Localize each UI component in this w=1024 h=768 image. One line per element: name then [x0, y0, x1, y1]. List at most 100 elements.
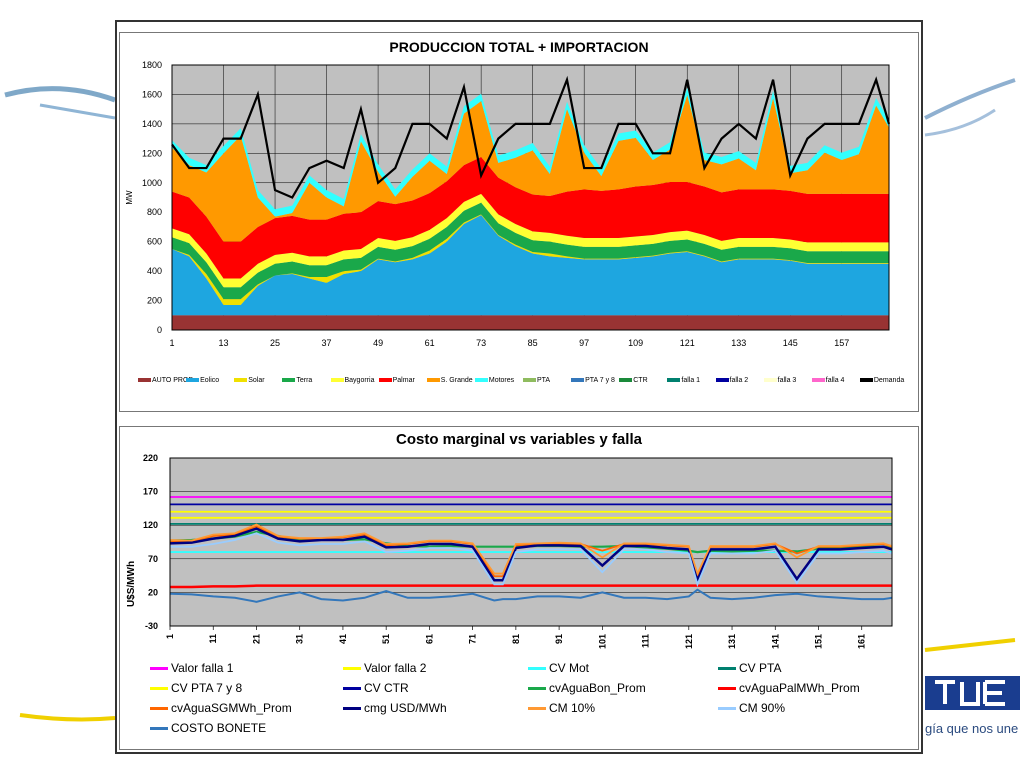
y-tick-label: 400 [147, 266, 162, 276]
legend-label: CM 10% [549, 701, 596, 715]
legend-label: CTR [633, 377, 648, 384]
production-chart-panel: PRODUCCION TOTAL + IMPORTACION 0 200 400 60… [119, 32, 919, 412]
area-palmar [172, 157, 889, 279]
legend-swatch [234, 378, 248, 383]
legend-item-falla-3: falla 3 [763, 377, 797, 384]
legend-swatch [282, 378, 296, 383]
legend-item-solar: Solar [234, 377, 265, 384]
legend-swatch [619, 378, 633, 383]
line-demanda [171, 75, 891, 199]
y-tick-label: -30 [145, 621, 158, 631]
legend-swatch [150, 687, 168, 691]
area-series-group [172, 87, 889, 330]
right-yellow-swoosh [924, 638, 1016, 652]
legend-label: CV PTA 7 y 8 [171, 681, 243, 695]
legend-swatch [763, 378, 777, 383]
left-swoosh-2 [39, 103, 116, 120]
legend-item-pta: PTA [523, 377, 550, 384]
y-tick-label: 1200 [142, 148, 162, 158]
x-tick-label: 133 [731, 338, 746, 348]
legend-label: cvAguaPalMWh_Prom [739, 681, 860, 695]
legend-label: falla 3 [777, 377, 797, 384]
x-tick-label: 121 [684, 634, 694, 649]
legend-item-valor-falla-2: Valor falla 2 [343, 661, 426, 675]
x-tick-label: 161 [857, 634, 867, 649]
production-chart-svg: 0 200 400 600 800 1000 1200 1400 1600 1800 1 13 25 37… [125, 60, 891, 348]
legend-label: PTA 7 y 8 [585, 377, 615, 384]
legend-item-pta-7-y-8: PTA 7 y 8 [571, 377, 615, 384]
legend-swatch [474, 378, 488, 383]
x-tick-label: 1 [165, 634, 175, 639]
legend-swatch [378, 378, 392, 383]
y-tick-label: 800 [147, 207, 162, 217]
legend-swatch [859, 378, 873, 383]
line-cmg-usd-mwh [169, 527, 893, 585]
legend-item-cv-pta: CV PTA [718, 661, 781, 675]
y-tick-label: 70 [148, 554, 158, 564]
y-axis-label: MW [125, 190, 134, 205]
legend-label: CV Mot [549, 661, 590, 675]
x-tick-label: 41 [338, 634, 348, 644]
logo-letters [935, 680, 1005, 706]
x-tick-label: 25 [270, 338, 280, 348]
legend-item-auto-prod: AUTO PROD [138, 377, 194, 384]
legend-label: falla 1 [681, 377, 701, 384]
y-tick-label: 1400 [142, 119, 162, 129]
legend-item-costo-bonete: COSTO BONETE [150, 721, 266, 735]
marginal-cost-chart-panel: Costo marginal vs variables y falla -30 2… [119, 426, 919, 750]
legend-item-cmg-usd-mwh: cmg USD/MWh [343, 701, 447, 715]
x-tick-label: 71 [468, 634, 478, 644]
x-tick-label: 111 [641, 634, 651, 648]
legend-item-cv-pta-7-y-8: CV PTA 7 y 8 [150, 681, 242, 695]
legend-label: falla 2 [729, 377, 749, 384]
y-tick-label: 120 [143, 520, 158, 530]
legend-item-cvaguapalmwh-prom: cvAguaPalMWh_Prom [718, 681, 860, 695]
legend-label: Valor falla 1 [171, 661, 234, 675]
line-cm-10 [169, 523, 893, 577]
x-tick-label: 91 [554, 634, 564, 644]
line-cm-90 [170, 532, 893, 588]
legend-label: Eolico [200, 377, 220, 384]
x-tick-label: 13 [219, 338, 229, 348]
legend-swatch [150, 727, 168, 731]
right-swoosh-1 [924, 78, 1016, 120]
left-swoosh-1 [4, 86, 116, 103]
production-chart-legend: AUTO PROD Eolico Solar Terra Baygorria Palmar… [138, 377, 908, 391]
legend-label: Palmar [392, 377, 415, 384]
x-tick-label: 1 [169, 338, 174, 348]
legend-item-s-grande: S. Grande [426, 377, 473, 384]
right-swoosh-2 [924, 108, 996, 137]
x-tick-label: 141 [770, 634, 780, 649]
legend-swatch [528, 667, 546, 671]
legend-label: cmg USD/MWh [364, 701, 447, 715]
legend-item-valor-falla-1: Valor falla 1 [150, 661, 233, 675]
legend-label: PTA [537, 377, 551, 384]
legend-label: CV PTA [739, 661, 782, 675]
x-tick-label: 49 [373, 338, 383, 348]
x-tick-label: 37 [322, 338, 332, 348]
x-tick-label: 21 [251, 634, 261, 644]
legend-item-cv-ctr: CV CTR [343, 681, 409, 695]
y-tick-label: 1600 [142, 89, 162, 99]
legend-swatch [718, 687, 736, 691]
area-s-grande [172, 95, 889, 242]
legend-item-ctr: CTR [619, 377, 648, 384]
y-tick-label: 170 [143, 487, 158, 497]
legend-item-cm-90: CM 90% [718, 701, 785, 715]
legend-item-cm-10: CM 10% [528, 701, 595, 715]
legend-swatch [150, 707, 168, 711]
legend-label: CV CTR [364, 681, 409, 695]
legend-item-motores: Motores [474, 377, 514, 384]
legend-swatch [138, 378, 151, 383]
legend-label: Valor falla 2 [364, 661, 427, 675]
y-axis-label: U$S/MWh [126, 561, 137, 607]
legend-swatch [343, 687, 361, 691]
x-tick-label: 73 [476, 338, 486, 348]
legend-swatch [330, 378, 344, 383]
line-series-group [169, 496, 893, 603]
x-tick-label: 61 [425, 338, 435, 348]
legend-swatch [343, 667, 361, 671]
brand-tagline: gía que nos une [925, 721, 1018, 736]
x-tick-label: 11 [208, 634, 218, 644]
area-auto-prod [172, 315, 889, 330]
